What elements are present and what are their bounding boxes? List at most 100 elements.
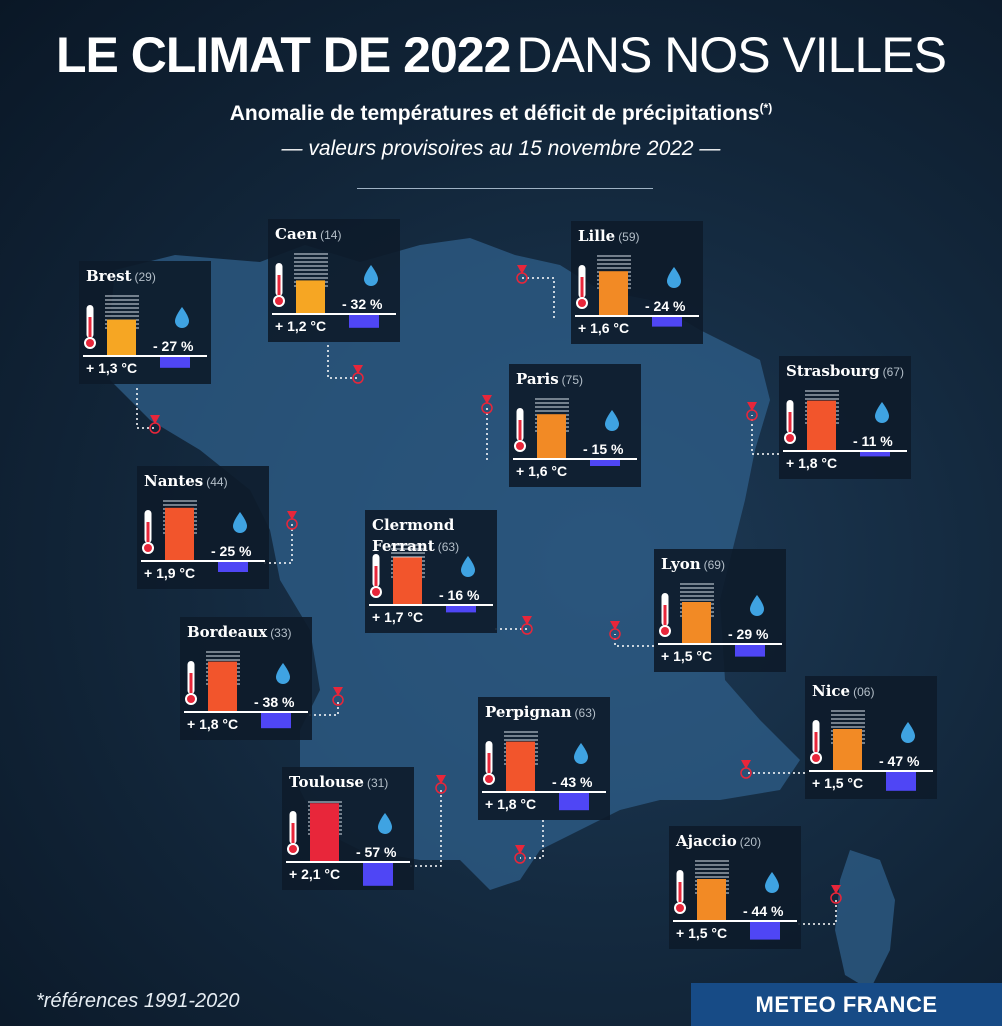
temp-bar [833,729,862,771]
department-code: (33) [270,626,292,640]
department-code: (63) [437,540,460,554]
precip-bar [363,863,393,886]
thermometer-mercury [580,277,584,299]
page-title: LE CLIMAT DE 2022 DANS NOS VILLES [0,26,1002,84]
thermometer-bulb [187,695,195,703]
city-card-graphic [482,731,606,811]
department-code: (69) [703,558,725,572]
temp-label: + 2,1 °C [289,866,341,882]
thermometer-bulb [661,627,669,635]
temp-label: + 1,5 °C [661,648,713,664]
thermometer-mercury [678,882,682,904]
precip-label: - 44 % [743,903,784,919]
city-name-text: Toulouse [289,773,364,791]
city-name-text: Perpignan [485,703,572,721]
precip-bar [860,452,890,457]
thermometer-icon [273,263,285,307]
city-name: Brest (29) [86,266,207,288]
city-card-graphic [141,500,265,572]
city-name: Caen (14) [275,224,396,246]
water-drop-icon [175,307,189,328]
thermometer-icon [674,870,686,914]
water-drop-icon [276,663,290,684]
temp-label: + 1,5 °C [676,925,728,941]
department-code: (63) [574,706,596,720]
thermometer-mercury [291,823,295,845]
precip-bar [218,562,248,572]
title-bold: LE CLIMAT DE 2022 [56,27,511,83]
city-name: Bordeaux (33) [187,622,308,644]
temp-bar [208,661,237,712]
water-drop-icon [233,512,247,533]
city-name-text: Nice [812,682,851,700]
water-drop-icon [875,402,889,423]
footnote: *références 1991-2020 [36,990,240,1012]
city-card-graphic [783,390,907,457]
city-name-text: Bordeaux [187,623,268,641]
precip-bar [735,645,765,657]
city-card: Lille (59) - 24 % + 1,6 °C [571,221,703,344]
water-drop-icon [364,265,378,286]
water-drop-icon [667,267,681,288]
precip-bar [446,606,476,613]
city-card: Perpignan (63) - 43 % + 1,8 °C [478,697,610,820]
precip-bar [652,317,682,327]
city-card-graphic [286,801,410,886]
city-name: Perpignan (63) [485,702,606,724]
department-code: (29) [134,270,156,284]
water-drop-icon [765,872,779,893]
city-card: Paris (75) - 15 % + 1,6 °C [509,364,641,487]
city-name: Clermond Ferrant (63) [372,515,493,558]
thermometer-icon [514,408,526,452]
thermometer-mercury [663,605,667,627]
precip-label: - 24 % [645,298,686,314]
precip-label: - 38 % [254,694,295,710]
city-card-graphic [673,860,797,940]
city-card: Strasbourg (67) - 11 % + 1,8 °C [779,356,911,479]
city-name: Nice (06) [812,681,933,703]
city-card: Brest (29) - 27 % + 1,3 °C [79,261,211,384]
temp-bar [393,557,422,605]
temp-bar [599,271,628,316]
city-name-text: Lyon [661,555,701,573]
thermometer-mercury [374,566,378,588]
city-name: Lille (59) [578,226,699,248]
city-name-text: Clermond Ferrant [372,516,455,555]
subtitle-text: Anomalie de températures et déficit de p… [229,102,760,125]
thermometer-icon [784,400,796,444]
temp-bar [165,507,194,561]
water-drop-icon [378,813,392,834]
thermometer-mercury [146,522,150,544]
temp-bar [296,280,325,314]
city-name-text: Nantes [144,472,204,490]
thermometer-bulb [812,754,820,762]
thermometer-mercury [814,732,818,754]
precip-bar [349,315,379,328]
thermometer-bulb [516,442,524,450]
subtitle: Anomalie de températures et déficit de p… [0,101,1002,126]
department-code: (75) [561,373,583,387]
corsica-shape [835,850,895,990]
temp-label: + 1,6 °C [516,463,568,479]
city-card: Lyon (69) - 29 % + 1,5 °C [654,549,786,672]
city-card: Nantes (44) - 25 % + 1,9 °C [137,466,269,589]
department-code: (20) [739,835,762,849]
city-name: Nantes (44) [144,471,265,493]
brand-banner: METEO FRANCE [691,983,1002,1026]
thermometer-mercury [88,317,92,339]
precip-bar [261,713,291,729]
precip-label: - 11 % [853,433,893,449]
city-card-graphic [272,253,396,328]
thermometer-mercury [518,420,522,442]
city-name-text: Brest [86,267,132,285]
thermometer-mercury [487,753,491,775]
precip-label: - 29 % [728,626,769,642]
temp-label: + 1,8 °C [786,455,838,471]
city-name-text: Lille [578,227,616,245]
temp-label: + 1,3 °C [86,360,138,376]
city-card-graphic [513,398,637,466]
thermometer-icon [142,510,154,554]
thermometer-mercury [189,673,193,695]
department-code: (06) [853,685,875,699]
